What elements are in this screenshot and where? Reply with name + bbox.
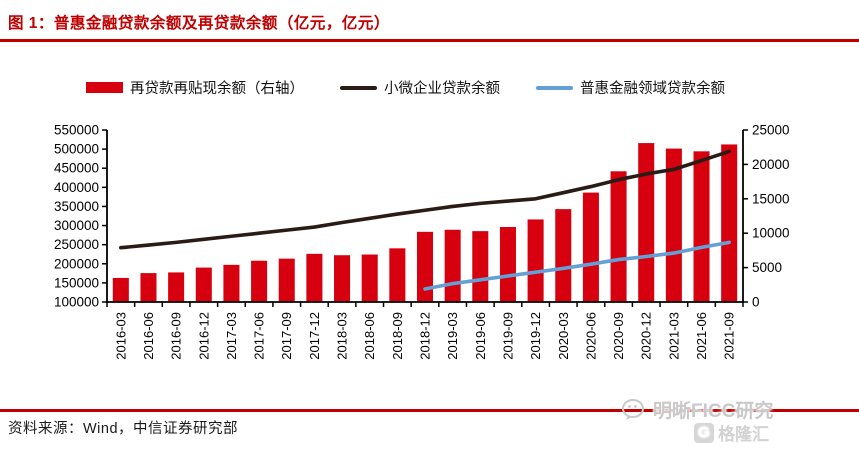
chart-canvas: 1000001500002000002500003000003500004000… bbox=[54, 123, 790, 360]
left-axis-tick-label: 250000 bbox=[54, 237, 99, 252]
dark-line-swatch-icon bbox=[340, 85, 377, 90]
x-axis-tick-label: 2017-03 bbox=[224, 312, 239, 360]
left-axis-tick-label: 400000 bbox=[54, 180, 99, 195]
left-axis-tick-label: 350000 bbox=[54, 199, 99, 214]
wechat-icon bbox=[622, 398, 644, 420]
legend-item-inclusive-finance-loans: 普惠金融领域贷款余额 bbox=[536, 77, 725, 98]
bar-2017-03 bbox=[223, 264, 240, 302]
x-axis-tick-label: 2021-06 bbox=[694, 312, 709, 360]
right-axis-tick-label: 15000 bbox=[752, 191, 790, 206]
x-axis-tick-label: 2016-03 bbox=[113, 312, 128, 360]
bar-2017-09 bbox=[278, 258, 295, 302]
x-axis-tick-label: 2018-09 bbox=[390, 312, 405, 360]
x-axis-tick-label: 2016-09 bbox=[169, 312, 184, 360]
wechat-watermark-text: 明晰FICC研究 bbox=[653, 401, 774, 422]
gelonghui-watermark-text: 格隆汇 bbox=[718, 425, 769, 444]
left-axis-tick-label: 300000 bbox=[54, 218, 99, 233]
bar-2016-09 bbox=[168, 272, 185, 302]
chart-legend: 再贷款再贴现余额（右轴） 小微企业贷款余额 普惠金融领域贷款余额 bbox=[86, 77, 725, 98]
bar-2016-03 bbox=[112, 277, 129, 302]
right-axis-tick-label: 25000 bbox=[752, 123, 790, 138]
right-axis-tick-label: 5000 bbox=[752, 260, 782, 275]
x-axis-tick-label: 2020-12 bbox=[639, 312, 654, 360]
x-axis-tick-label: 2020-03 bbox=[556, 312, 571, 360]
x-axis-tick-label: 2021-09 bbox=[722, 312, 737, 360]
left-axis-tick-label: 550000 bbox=[54, 123, 99, 138]
bar-2018-12 bbox=[416, 231, 434, 302]
left-axis-tick-label: 450000 bbox=[54, 161, 99, 176]
bar-2017-12 bbox=[306, 253, 323, 302]
bar-2019-12 bbox=[527, 219, 544, 302]
figure-title: 图 1：普惠金融贷款余额及再贷款余额（亿元，亿元） bbox=[8, 15, 390, 32]
x-axis-tick-label: 2017-12 bbox=[307, 312, 322, 360]
legend-label: 普惠金融领域贷款余额 bbox=[580, 81, 725, 97]
blue-line-swatch-icon bbox=[536, 85, 573, 90]
x-axis-tick-label: 2017-09 bbox=[279, 312, 294, 360]
line-inclusive-finance bbox=[423, 240, 731, 291]
x-axis-tick-label: 2016-06 bbox=[141, 312, 156, 360]
right-axis-tick-label: 0 bbox=[752, 295, 760, 310]
x-axis-tick-label: 2021-03 bbox=[666, 312, 681, 360]
bar-2020-06 bbox=[582, 192, 599, 302]
bar-2019-09 bbox=[499, 227, 516, 302]
x-axis-tick-label: 2019-12 bbox=[528, 312, 543, 360]
footer-rule bbox=[0, 409, 859, 412]
bar-2018-09 bbox=[389, 248, 406, 302]
bar-2016-06 bbox=[140, 273, 157, 302]
bar-2020-09 bbox=[610, 171, 627, 302]
bar-2020-12 bbox=[638, 143, 655, 302]
title-underline-rule bbox=[0, 39, 859, 42]
bar-2016-12 bbox=[195, 267, 212, 302]
bar-2019-06 bbox=[472, 231, 489, 302]
bar-2017-06 bbox=[251, 260, 268, 302]
left-axis-tick-label: 500000 bbox=[54, 142, 99, 157]
x-axis-tick-label: 2018-03 bbox=[335, 312, 350, 360]
x-axis-tick-label: 2018-06 bbox=[362, 312, 377, 360]
x-axis-tick-label: 2019-03 bbox=[445, 312, 460, 360]
x-axis-tick-label: 2019-06 bbox=[473, 312, 488, 360]
axis-frame bbox=[106, 130, 744, 303]
bar-2021-06 bbox=[693, 151, 710, 302]
bar-2018-03 bbox=[334, 255, 351, 302]
gelonghui-logo-icon: G bbox=[694, 422, 714, 443]
line-small-micro-loans bbox=[119, 149, 731, 250]
x-axis-tick-label: 2019-09 bbox=[500, 312, 515, 360]
left-axis-tick-label: 150000 bbox=[54, 275, 99, 290]
x-axis-tick-label: 2018-12 bbox=[418, 312, 433, 360]
legend-label: 小微企业贷款余额 bbox=[384, 81, 500, 97]
right-axis-tick-label: 20000 bbox=[752, 157, 790, 172]
legend-item-relending: 再贷款再贴现余额（右轴） bbox=[86, 77, 304, 98]
bar-swatch-icon bbox=[86, 82, 123, 93]
bar-2018-06 bbox=[361, 254, 378, 302]
bar-2019-03 bbox=[444, 229, 461, 302]
x-axis-tick-label: 2020-06 bbox=[583, 312, 598, 360]
legend-label: 再贷款再贴现余额（右轴） bbox=[130, 81, 304, 97]
left-axis-tick-label: 200000 bbox=[54, 256, 99, 271]
bar-2021-03 bbox=[665, 148, 682, 302]
x-axis-tick-label: 2020-09 bbox=[611, 312, 626, 360]
wechat-watermark: 明晰FICC研究 bbox=[622, 396, 773, 423]
x-axis-tick-label: 2016-12 bbox=[196, 312, 211, 360]
x-axis-tick-label: 2017-06 bbox=[252, 312, 267, 360]
legend-item-small-micro-loans: 小微企业贷款余额 bbox=[340, 77, 500, 98]
bar-2020-03 bbox=[555, 209, 572, 302]
left-axis-tick-label: 100000 bbox=[54, 295, 99, 310]
gelonghui-watermark: G 格隆汇 bbox=[694, 420, 769, 445]
right-axis-tick-label: 10000 bbox=[752, 226, 790, 241]
source-attribution: 资料来源：Wind，中信证券研究部 bbox=[8, 421, 239, 437]
bar-2021-09 bbox=[721, 144, 738, 302]
